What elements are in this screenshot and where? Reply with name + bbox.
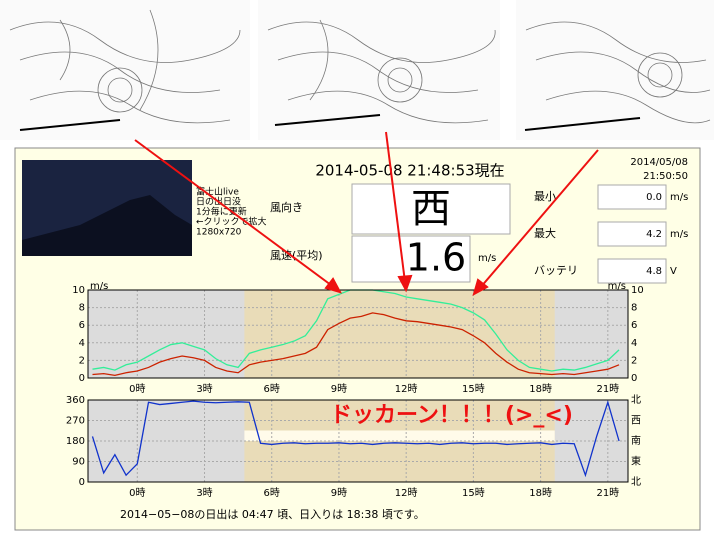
x-tick-label: 0時 — [129, 487, 145, 499]
series-line — [91, 400, 620, 478]
y-tick-label-right: 4 — [631, 338, 637, 349]
arrows — [134, 131, 599, 297]
x-tick-label: 15時 — [462, 383, 485, 395]
plot-frame — [87, 399, 629, 483]
title: 2014-05-08 21:48:53現在 — [315, 162, 504, 180]
stat-box — [597, 221, 667, 247]
y-tick-label: 4 — [79, 338, 85, 349]
annotation: ドッカーン！！！(>_<) — [330, 403, 573, 428]
stat-value: 4.8 — [646, 266, 662, 277]
y-tick-label-right: 北 — [631, 476, 641, 488]
y-unit: m/s — [90, 281, 108, 292]
stat-box — [597, 258, 667, 284]
stat-label: 最大 — [534, 226, 556, 240]
stat-unit: V — [670, 266, 677, 277]
x-tick-label: 18時 — [529, 487, 552, 499]
x-tick-label: 3時 — [196, 487, 212, 499]
y-tick-label-right: 2 — [631, 355, 637, 366]
speed-unit: m/s — [478, 253, 496, 264]
x-tick-label: 0時 — [129, 383, 145, 395]
x-tick-label: 12時 — [395, 487, 418, 499]
caption-line: 1280x720 — [196, 228, 242, 238]
y-tick-label-right: 6 — [631, 320, 637, 331]
y-tick-label: 2 — [79, 355, 85, 366]
x-tick-label: 9時 — [331, 383, 347, 395]
stats: 最小 0.0 m/s 最大 4.2 m/s バッテリ 4.8 V — [534, 184, 688, 284]
stat-label: バッテリ — [534, 264, 578, 277]
direction-value: 西 — [411, 186, 451, 232]
caption-line: 富士山live — [196, 186, 239, 198]
x-tick-label: 12時 — [395, 383, 418, 395]
y-tick-label-right: 8 — [631, 303, 637, 314]
plot-frame — [87, 289, 629, 379]
y-unit-right: m/s — [608, 281, 626, 292]
direction-label: 風向き — [270, 200, 303, 214]
y-tick-label-right: 西 — [631, 416, 641, 427]
x-tick-label: 6時 — [264, 383, 280, 395]
speed-box — [351, 235, 471, 283]
y-tick-label: 6 — [79, 320, 85, 331]
date: 2014/05/08 — [630, 157, 688, 168]
y-tick-label-right: 北 — [631, 394, 641, 406]
y-tick-label: 0 — [79, 477, 85, 488]
x-tick-label: 3時 — [196, 383, 212, 395]
x-tick-label: 15時 — [462, 487, 485, 499]
y-tick-label: 180 — [66, 436, 85, 447]
camera-mountain — [22, 195, 192, 256]
y-tick-label: 360 — [66, 395, 85, 406]
y-tick-label-right: 10 — [631, 285, 644, 296]
y-tick-label-right: 0 — [631, 373, 637, 384]
time: 21:50:50 — [643, 171, 688, 182]
caption-line: ←クリックで拡大 — [196, 216, 267, 228]
x-tick-label: 6時 — [264, 487, 280, 499]
day-bg — [244, 290, 555, 378]
stat-label: 最小 — [534, 190, 556, 203]
footer: 2014−05−08の日出は 04:47 頃、日入りは 18:38 頃です。 — [120, 507, 425, 521]
y-tick-label-right: 東 — [631, 455, 641, 468]
stat-unit: m/s — [670, 229, 688, 240]
caption-line: 1分毎に更新 — [196, 206, 247, 218]
y-tick-label-right: 南 — [631, 434, 641, 447]
stat-box — [597, 184, 667, 210]
day-band — [244, 430, 555, 441]
y-tick-label: 270 — [66, 416, 85, 427]
direction-box — [351, 183, 511, 235]
y-tick-label: 90 — [72, 457, 85, 468]
y-tick-label: 0 — [79, 373, 85, 384]
y-tick-label: 8 — [79, 303, 85, 314]
stat-value: 0.0 — [646, 192, 662, 203]
speed-label: 風速(平均) — [270, 249, 323, 262]
y-tick-label: 10 — [72, 285, 85, 296]
series-line — [92, 312, 620, 377]
charts: 0時 3時 6時 9時 12時 15時 18時 21時 0 0 2 2 4 4 6 6 8 8 10 10 m/s m/s… — [66, 281, 644, 499]
stat-unit: m/s — [670, 192, 688, 203]
stat-value: 4.2 — [646, 229, 662, 240]
speed-value: 1.6 — [406, 236, 466, 280]
weather-maps — [0, 0, 714, 140]
x-tick-label: 9時 — [331, 487, 347, 499]
x-tick-label: 18時 — [529, 383, 552, 395]
x-tick-label: 21時 — [596, 487, 619, 499]
x-tick-label: 21時 — [596, 383, 619, 395]
